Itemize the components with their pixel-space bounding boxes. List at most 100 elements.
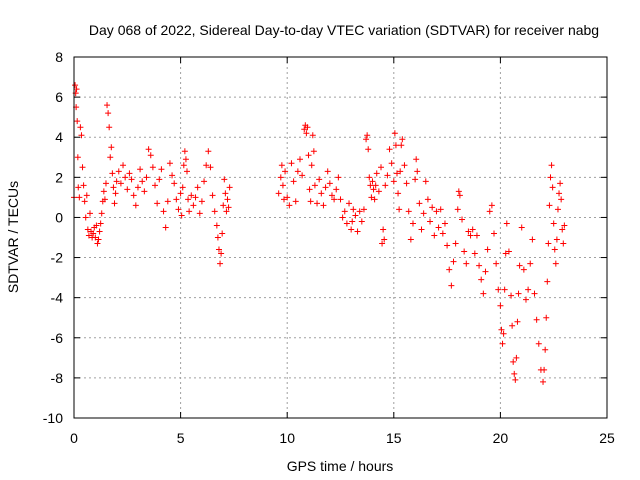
data-point-marker	[367, 182, 374, 189]
data-point-marker	[554, 206, 561, 213]
data-point-marker	[381, 236, 388, 243]
data-point-marker	[558, 196, 565, 203]
data-point-marker	[115, 168, 122, 175]
data-point-marker	[412, 176, 419, 183]
y-tick-label: 0	[55, 209, 63, 225]
data-point-marker	[559, 226, 566, 233]
data-point-marker	[152, 182, 159, 189]
data-point-marker	[473, 232, 480, 239]
data-point-marker	[518, 224, 525, 231]
data-point-marker	[222, 190, 229, 197]
data-point-marker	[500, 330, 507, 337]
data-point-marker	[348, 226, 355, 233]
data-point-marker	[96, 228, 103, 235]
data-point-marker	[101, 196, 108, 203]
data-point-marker	[480, 290, 487, 297]
data-point-marker	[188, 192, 195, 199]
data-point-marker	[493, 260, 500, 267]
data-point-marker	[328, 192, 335, 199]
data-point-marker	[399, 136, 406, 143]
data-point-marker	[145, 146, 152, 153]
data-point-marker	[294, 168, 301, 175]
data-point-marker	[288, 160, 295, 167]
data-point-marker	[79, 164, 86, 171]
data-point-marker	[557, 180, 564, 187]
data-point-marker	[190, 202, 197, 209]
data-point-marker	[463, 260, 470, 267]
data-point-marker	[384, 172, 391, 179]
data-point-marker	[182, 156, 189, 163]
data-point-marker	[75, 184, 82, 191]
data-point-marker	[535, 340, 542, 347]
data-point-marker	[203, 162, 210, 169]
data-point-marker	[495, 286, 502, 293]
y-tick-label: 8	[55, 49, 63, 65]
data-point-marker	[547, 174, 554, 181]
data-point-marker	[551, 246, 558, 253]
data-point-marker	[137, 166, 144, 173]
data-point-marker	[219, 230, 226, 237]
data-point-marker	[306, 186, 313, 193]
data-point-marker	[164, 198, 171, 205]
data-point-marker	[350, 206, 357, 213]
data-point-marker	[349, 218, 356, 225]
data-point-marker	[525, 286, 532, 293]
x-axis-label: GPS time / hours	[287, 458, 394, 474]
data-point-marker	[416, 200, 423, 207]
data-point-marker	[134, 184, 141, 191]
data-point-marker	[513, 354, 520, 361]
data-point-marker	[76, 194, 83, 201]
data-point-marker	[386, 146, 393, 153]
data-point-marker	[375, 188, 382, 195]
data-point-marker	[120, 162, 127, 169]
data-point-marker	[444, 242, 451, 249]
data-point-marker	[379, 240, 386, 247]
data-point-marker	[105, 110, 112, 117]
data-point-marker	[392, 142, 399, 149]
data-point-marker	[498, 326, 505, 333]
data-point-marker	[439, 230, 446, 237]
data-point-marker	[452, 240, 459, 247]
data-point-marker	[74, 118, 81, 125]
data-point-marker	[117, 180, 124, 187]
data-point-marker	[98, 210, 105, 217]
data-point-marker	[143, 174, 150, 181]
data-point-marker	[372, 182, 379, 189]
data-point-marker	[356, 208, 363, 215]
data-point-marker	[370, 186, 377, 193]
data-point-marker	[529, 236, 536, 243]
data-point-marker	[92, 234, 99, 241]
data-point-marker	[501, 286, 508, 293]
data-point-marker	[275, 190, 282, 197]
data-point-marker	[398, 142, 405, 149]
data-point-marker	[226, 184, 233, 191]
y-tick-label: 4	[55, 129, 63, 145]
data-point-marker	[110, 184, 117, 191]
data-point-marker	[484, 246, 491, 253]
data-point-marker	[548, 162, 555, 169]
data-point-marker	[122, 174, 129, 181]
data-point-marker	[456, 192, 463, 199]
data-point-marker	[309, 132, 316, 139]
data-point-marker	[401, 162, 408, 169]
data-point-marker	[435, 224, 442, 231]
data-point-marker	[476, 262, 483, 269]
data-point-marker	[540, 378, 547, 385]
data-point-marker	[225, 204, 232, 211]
data-point-marker	[531, 290, 538, 297]
data-point-marker	[467, 232, 474, 239]
data-point-marker	[209, 192, 216, 199]
data-point-marker	[455, 188, 462, 195]
data-point-marker	[373, 170, 380, 177]
data-point-marker	[111, 200, 118, 207]
data-point-marker	[296, 156, 303, 163]
data-points-layer	[71, 82, 568, 385]
data-point-marker	[393, 170, 400, 177]
data-point-marker	[505, 248, 512, 255]
x-tick-label: 0	[70, 430, 78, 446]
data-point-marker	[310, 148, 317, 155]
x-tick-label: 15	[386, 430, 402, 446]
data-point-marker	[427, 218, 434, 225]
data-point-marker	[545, 240, 552, 247]
data-point-marker	[503, 220, 510, 227]
